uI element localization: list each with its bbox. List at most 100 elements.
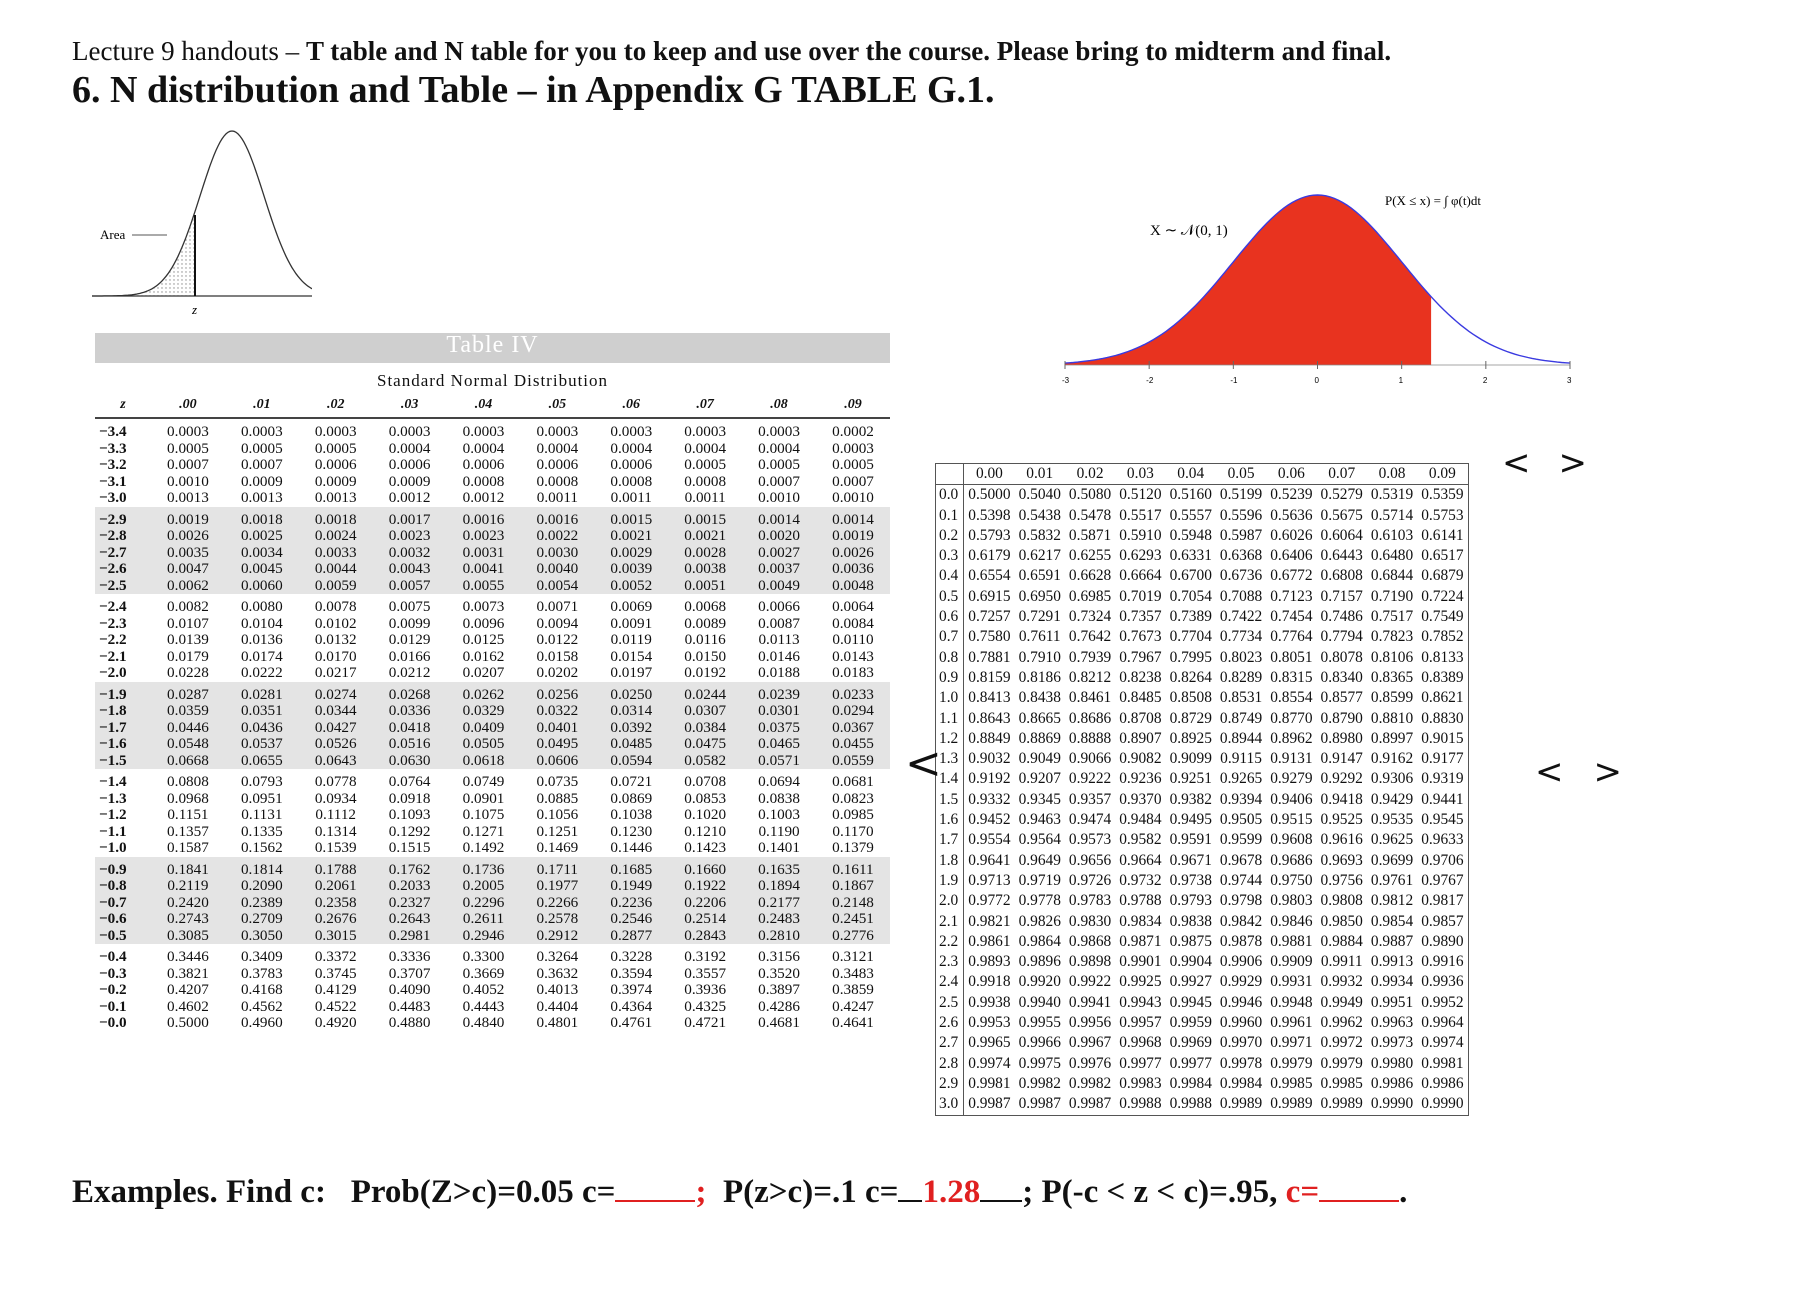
table-row: −2.0 0.0228 0.0222 0.0217 0.0212 0.0207 0.0202…: [95, 664, 890, 682]
probability-cell: 0.0409: [446, 719, 521, 736]
ntable-cell: 0.9981: [968, 1074, 1011, 1092]
probability-cell: 0.4286: [758, 997, 800, 1015]
ntable-cell: 0.9901: [1119, 953, 1162, 971]
ntable-cell: 0.9949: [1320, 993, 1363, 1011]
probability-cell: 0.0367: [816, 719, 890, 736]
ntable-cell: 0.9761: [1370, 871, 1414, 889]
ntable-cell: 0.7389: [1169, 608, 1212, 626]
ntable-cell: 0.8849: [968, 729, 1011, 747]
probability-cell: 0.0119: [610, 631, 652, 648]
ntable-cell: 0.9656: [1068, 851, 1112, 869]
cdf-formula: P(X ≤ x) = ∫ φ(t)dt: [1385, 193, 1481, 209]
z-value: −2.5: [95, 577, 151, 594]
ntable-cell: 0.8997: [1370, 729, 1414, 747]
probability-cell: 0.0838: [758, 789, 800, 807]
ntable-cell: 0.6700: [1169, 567, 1212, 585]
ntable-row: 0.4 0.6554 0.6591 0.6628 0.6664 0.6700 0.6736 0…: [935, 566, 1469, 587]
probability-cell: 0.0047: [150, 560, 225, 578]
probability-cell: 0.1190: [758, 822, 800, 840]
ntable-cell: 0.7910: [1018, 648, 1061, 666]
ntable-row: 2.2 0.9861 0.9864 0.9868 0.9871 0.9875 0.9878 0…: [935, 931, 1469, 953]
probability-cell: 0.0192: [684, 664, 727, 681]
probability-cell: 0.0009: [314, 472, 357, 490]
ntable-cell: 0.8665: [1018, 709, 1061, 727]
probability-cell: 0.2266: [520, 894, 595, 911]
ntable-cell: 0.9394: [1219, 790, 1263, 808]
ntable-cell: 0.9960: [1219, 1014, 1263, 1032]
probability-cell: 0.0150: [684, 647, 727, 665]
ntable-cell: 0.9484: [1119, 811, 1162, 829]
ntable-cell: 0.7517: [1370, 608, 1414, 626]
ntable-cell: 0.6554: [968, 567, 1011, 585]
table-row: −0.2 0.4207 0.4168 0.4129 0.4090 0.4052 0.4013…: [95, 981, 890, 999]
ntable-cell: 0.9878: [1219, 932, 1263, 950]
ntable-col-header: 0.07: [1316, 463, 1367, 486]
probability-cell: 0.0006: [462, 456, 505, 473]
z-value: −1.8: [95, 702, 151, 720]
probability-cell: 0.2296: [446, 894, 521, 911]
ntable-cell: 0.5596: [1219, 506, 1263, 524]
probability-cell: 0.3632: [536, 964, 579, 982]
probability-cell: 0.2843: [668, 927, 743, 944]
probability-cell: 0.0351: [224, 702, 299, 720]
ntable-cell: 0.5319: [1370, 486, 1414, 504]
ntable-cell: 0.9911: [1320, 953, 1363, 971]
probability-cell: 0.0008: [684, 472, 727, 490]
ntable-z-value: 1.6: [935, 810, 965, 831]
probability-cell: 0.3015: [298, 927, 373, 944]
probability-cell: 0.1611: [816, 856, 890, 878]
probability-cell: 0.1251: [536, 822, 579, 840]
ntable-cell: 0.5557: [1169, 506, 1212, 524]
ntable-row: 1.3 0.9032 0.9049 0.9066 0.9082 0.9099 0.9115 0…: [935, 749, 1469, 770]
probability-cell: 0.0630: [372, 752, 447, 769]
answer-blank-3[interactable]: [1319, 1172, 1400, 1202]
ntable-cell: 0.6026: [1270, 526, 1313, 544]
ntable-cell: 0.9678: [1219, 851, 1263, 869]
ntable-cell: 0.8810: [1370, 709, 1414, 727]
ntable-cell: 0.8461: [1068, 689, 1112, 707]
table-row: −1.9 0.0287 0.0281 0.0274 0.0268 0.0262 0.0256…: [95, 681, 890, 703]
answer-blank-1[interactable]: [615, 1172, 696, 1202]
probability-cell: 0.0003: [167, 423, 209, 440]
table-iv-title: Table IV: [446, 332, 539, 358]
probability-cell: 0.0021: [668, 527, 743, 545]
ntable-cell: 0.9861: [968, 932, 1011, 950]
ntable-cell: 0.5359: [1421, 486, 1464, 504]
period: .: [1399, 1174, 1408, 1210]
probability-cell: 0.0012: [462, 489, 505, 506]
ntable-cell: 0.7939: [1068, 648, 1112, 666]
ntable-cell: 0.9978: [1219, 1054, 1263, 1072]
ntable-cell: 0.5080: [1068, 486, 1112, 504]
probability-cell: 0.0010: [758, 489, 800, 506]
probability-cell: 0.2578: [520, 910, 595, 928]
probability-cell: 0.0005: [167, 439, 209, 457]
ntable-cell: 0.8315: [1270, 668, 1313, 686]
ntable-cell: 0.8621: [1421, 689, 1464, 707]
ntable-cell: 0.5832: [1018, 526, 1061, 544]
ntable-col-header: 0.04: [1165, 463, 1216, 486]
probability-cell: 0.3745: [314, 964, 357, 982]
probability-cell: 0.0465: [742, 735, 816, 753]
probability-cell: 0.0005: [314, 439, 357, 457]
probability-cell: 0.0359: [150, 702, 225, 720]
ntable-cell: 0.8577: [1320, 689, 1363, 707]
ntable-cell: 0.6628: [1068, 567, 1112, 585]
probability-cell: 0.3372: [314, 948, 357, 965]
probability-cell: 0.0107: [167, 614, 209, 632]
probability-cell: 0.0446: [150, 719, 225, 736]
ntable-cell: 0.9515: [1270, 811, 1313, 829]
ntable-z-value: 3.0: [935, 1094, 965, 1115]
probability-cell: 0.1841: [150, 856, 225, 878]
probability-cell: 0.3483: [832, 964, 874, 982]
ntable-cell: 0.9599: [1219, 831, 1263, 849]
ntable-cell: 0.6331: [1169, 547, 1212, 565]
probability-cell: 0.0029: [594, 544, 669, 561]
ntable-cell: 0.8264: [1169, 668, 1212, 686]
probability-cell: 0.0262: [446, 681, 521, 703]
probability-cell: 0.0475: [668, 735, 743, 753]
ntable-cell: 0.7088: [1219, 587, 1263, 605]
probability-cell: 0.0808: [167, 773, 209, 790]
table-row: −0.3 0.3821 0.3783 0.3745 0.3707 0.3669 0.3632…: [95, 964, 890, 983]
pdf-curve: [1064, 194, 1571, 364]
ntable-cell: 0.5438: [1018, 506, 1061, 524]
